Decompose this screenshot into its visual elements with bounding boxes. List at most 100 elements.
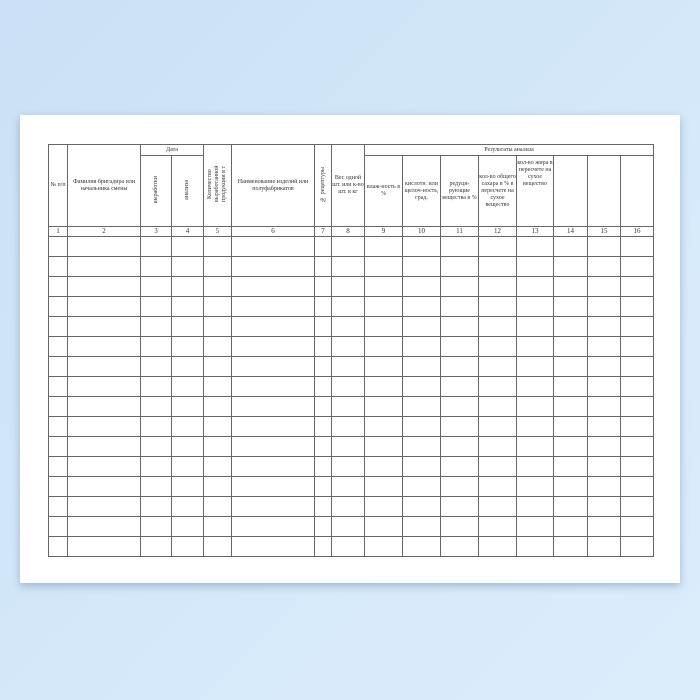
table-cell[interactable] [364, 356, 403, 377]
table-cell[interactable] [203, 536, 232, 557]
table-cell[interactable] [619, 336, 655, 357]
table-cell[interactable] [67, 256, 141, 277]
table-cell[interactable] [67, 376, 141, 397]
table-cell[interactable] [203, 296, 232, 317]
table-cell[interactable] [619, 456, 655, 477]
table-cell[interactable] [48, 536, 68, 557]
table-cell[interactable] [553, 236, 588, 257]
table-cell[interactable] [231, 236, 315, 257]
table-cell[interactable] [171, 436, 204, 457]
table-cell[interactable] [364, 376, 403, 397]
table-cell[interactable] [587, 416, 621, 437]
table-cell[interactable] [478, 276, 517, 297]
table-cell[interactable] [402, 476, 441, 497]
table-cell[interactable] [619, 316, 655, 337]
table-cell[interactable] [619, 516, 655, 537]
table-cell[interactable] [331, 296, 365, 317]
table-cell[interactable] [440, 516, 479, 537]
table-cell[interactable] [171, 316, 204, 337]
table-cell[interactable] [48, 316, 68, 337]
table-cell[interactable] [478, 416, 517, 437]
table-cell[interactable] [171, 396, 204, 417]
table-cell[interactable] [516, 336, 554, 357]
table-cell[interactable] [67, 336, 141, 357]
table-cell[interactable] [402, 536, 441, 557]
table-cell[interactable] [331, 536, 365, 557]
table-cell[interactable] [314, 516, 332, 537]
table-cell[interactable] [331, 256, 365, 277]
table-cell[interactable] [48, 456, 68, 477]
table-cell[interactable] [314, 296, 332, 317]
table-cell[interactable] [478, 516, 517, 537]
table-cell[interactable] [402, 316, 441, 337]
table-cell[interactable] [231, 356, 315, 377]
table-cell[interactable] [331, 276, 365, 297]
table-cell[interactable] [440, 456, 479, 477]
table-cell[interactable] [140, 496, 172, 517]
table-cell[interactable] [331, 436, 365, 457]
table-cell[interactable] [402, 456, 441, 477]
table-cell[interactable] [331, 416, 365, 437]
table-cell[interactable] [402, 416, 441, 437]
table-cell[interactable] [478, 356, 517, 377]
table-cell[interactable] [587, 436, 621, 457]
table-cell[interactable] [231, 436, 315, 457]
table-cell[interactable] [231, 416, 315, 437]
table-cell[interactable] [402, 496, 441, 517]
table-cell[interactable] [231, 376, 315, 397]
table-cell[interactable] [331, 456, 365, 477]
table-cell[interactable] [440, 336, 479, 357]
table-cell[interactable] [440, 496, 479, 517]
table-cell[interactable] [48, 476, 68, 497]
table-cell[interactable] [171, 236, 204, 257]
table-cell[interactable] [587, 476, 621, 497]
table-cell[interactable] [440, 476, 479, 497]
table-cell[interactable] [171, 516, 204, 537]
table-cell[interactable] [516, 236, 554, 257]
table-cell[interactable] [478, 296, 517, 317]
table-cell[interactable] [203, 516, 232, 537]
table-cell[interactable] [48, 376, 68, 397]
table-cell[interactable] [402, 436, 441, 457]
table-cell[interactable] [619, 496, 655, 517]
table-cell[interactable] [203, 356, 232, 377]
table-cell[interactable] [587, 496, 621, 517]
table-cell[interactable] [331, 236, 365, 257]
table-cell[interactable] [231, 396, 315, 417]
table-cell[interactable] [140, 316, 172, 337]
table-cell[interactable] [331, 516, 365, 537]
table-cell[interactable] [364, 336, 403, 357]
table-cell[interactable] [67, 316, 141, 337]
table-cell[interactable] [553, 356, 588, 377]
table-cell[interactable] [67, 356, 141, 377]
table-cell[interactable] [171, 256, 204, 277]
table-cell[interactable] [553, 396, 588, 417]
table-cell[interactable] [619, 476, 655, 497]
table-cell[interactable] [587, 536, 621, 557]
table-cell[interactable] [553, 456, 588, 477]
table-cell[interactable] [140, 536, 172, 557]
table-cell[interactable] [402, 396, 441, 417]
table-cell[interactable] [140, 376, 172, 397]
table-cell[interactable] [619, 416, 655, 437]
table-cell[interactable] [231, 496, 315, 517]
table-cell[interactable] [587, 296, 621, 317]
table-cell[interactable] [587, 376, 621, 397]
table-cell[interactable] [231, 536, 315, 557]
table-cell[interactable] [140, 436, 172, 457]
table-cell[interactable] [478, 236, 517, 257]
table-cell[interactable] [48, 256, 68, 277]
table-cell[interactable] [516, 456, 554, 477]
table-cell[interactable] [331, 356, 365, 377]
table-cell[interactable] [314, 416, 332, 437]
table-cell[interactable] [553, 416, 588, 437]
table-cell[interactable] [203, 276, 232, 297]
table-cell[interactable] [440, 356, 479, 377]
table-cell[interactable] [440, 416, 479, 437]
table-cell[interactable] [203, 456, 232, 477]
table-cell[interactable] [553, 276, 588, 297]
table-cell[interactable] [364, 236, 403, 257]
table-cell[interactable] [619, 356, 655, 377]
table-cell[interactable] [478, 376, 517, 397]
table-cell[interactable] [48, 496, 68, 517]
